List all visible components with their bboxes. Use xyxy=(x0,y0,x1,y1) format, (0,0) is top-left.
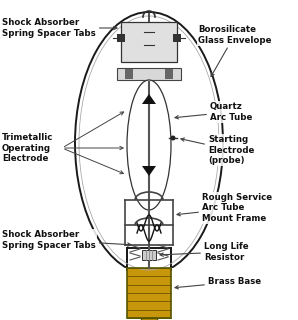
Text: Starting
Electrode
(probe): Starting Electrode (probe) xyxy=(181,135,254,165)
Bar xyxy=(127,268,171,318)
Bar xyxy=(165,69,173,79)
Text: Quartz
Arc Tube: Quartz Arc Tube xyxy=(175,102,252,122)
Ellipse shape xyxy=(127,80,171,210)
Bar xyxy=(141,318,157,320)
Bar xyxy=(173,34,181,42)
Ellipse shape xyxy=(75,12,223,274)
Bar xyxy=(117,68,181,80)
Bar xyxy=(69,268,229,320)
Text: Trimetallic
Operating
Electrode: Trimetallic Operating Electrode xyxy=(2,133,53,163)
Bar xyxy=(127,248,171,270)
Bar xyxy=(117,34,125,42)
Bar xyxy=(125,69,133,79)
Text: Shock Absorber
Spring Spacer Tabs: Shock Absorber Spring Spacer Tabs xyxy=(2,18,117,38)
Bar xyxy=(142,250,156,260)
Text: Borosilicate
Glass Envelope: Borosilicate Glass Envelope xyxy=(198,25,271,76)
Bar xyxy=(127,268,171,318)
Ellipse shape xyxy=(170,135,176,140)
Text: Shock Absorber
Spring Spacer Tabs: Shock Absorber Spring Spacer Tabs xyxy=(2,230,131,250)
Polygon shape xyxy=(142,166,156,176)
Text: Brass Base: Brass Base xyxy=(175,277,261,289)
Bar xyxy=(121,22,177,62)
Polygon shape xyxy=(142,94,156,104)
Text: Rough Service
Arc Tube
Mount Frame: Rough Service Arc Tube Mount Frame xyxy=(177,193,272,223)
Text: Long Life
Resistor: Long Life Resistor xyxy=(160,242,249,262)
